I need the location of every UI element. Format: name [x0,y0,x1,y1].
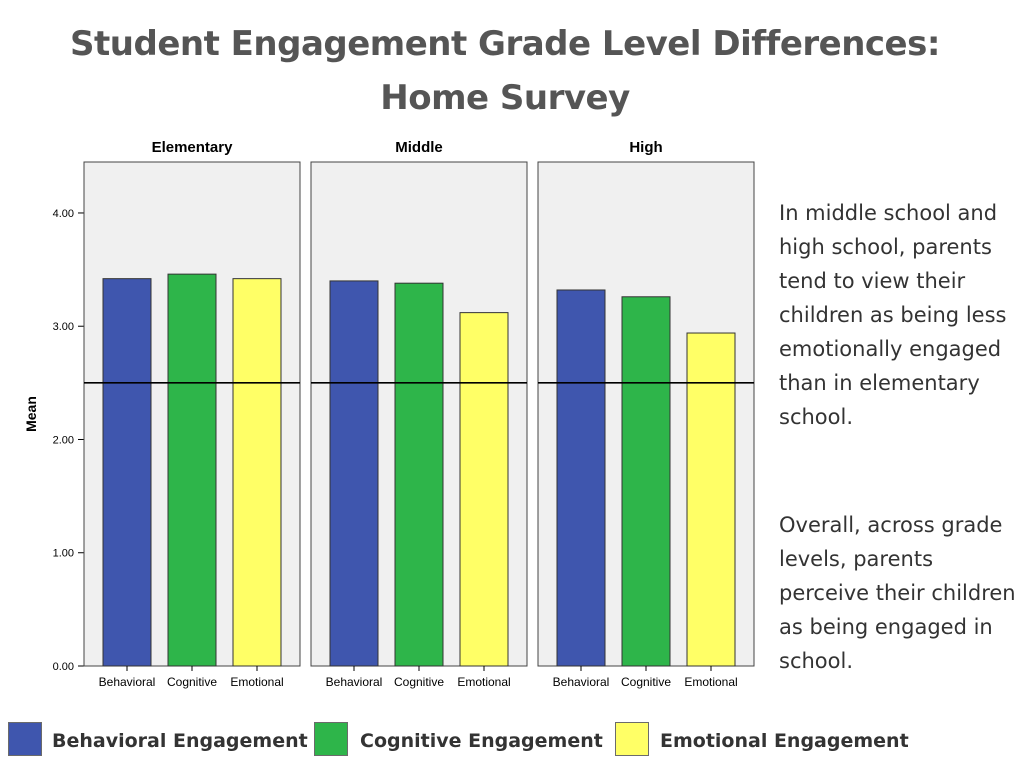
bar-middle-cognitive [394,282,444,667]
x-label-elementary-emotional: Emotional [230,675,283,689]
bar-middle-behavioral [329,280,379,667]
y-tick-label-2: 2.00 [53,434,74,446]
grade-level-bar-chart: 0.00 1.00 2.00 3.00 4.00 Mean Elementary Behavi… [23,139,755,689]
panel-title-high: High [629,139,662,156]
legend-label-behavioral: Behavioral Engagement [52,730,308,752]
y-axis-label: Mean [23,396,39,432]
bar-high-emotional [686,332,736,667]
slide-title-line1: Student Engagement Grade Level Differenc… [70,24,940,64]
bar-elementary-cognitive [167,273,217,667]
x-label-middle-behavioral: Behavioral [326,675,383,689]
slide-title-line2: Home Survey [380,78,630,118]
x-label-elementary-behavioral: Behavioral [99,675,156,689]
legend-label-cognitive: Cognitive Engagement [360,730,603,752]
legend-swatch-cognitive [314,722,348,756]
legend-swatch-emotional [615,722,649,756]
y-tick-label-3: 3.00 [53,321,74,333]
bar-elementary-emotional [232,278,282,667]
x-label-high-behavioral: Behavioral [553,675,610,689]
x-label-middle-emotional: Emotional [457,675,510,689]
panel-title-elementary: Elementary [152,139,234,156]
note-overall-engagement: Overall, across grade levels, parents pe… [779,513,1016,673]
note-emotional-engagement: In middle school and high school, parent… [779,201,1007,429]
y-tick-label-1: 1.00 [53,548,74,560]
x-label-middle-cognitive: Cognitive [394,675,444,689]
bar-middle-emotional [459,312,509,667]
bar-high-cognitive [621,296,671,667]
panel-title-middle: Middle [395,139,443,156]
y-tick-label-4: 4.00 [53,208,74,220]
legend-swatch-behavioral [8,722,42,756]
x-label-elementary-cognitive: Cognitive [167,675,217,689]
x-label-high-cognitive: Cognitive [621,675,671,689]
bar-elementary-behavioral [102,278,152,667]
legend-label-emotional: Emotional Engagement [660,730,909,752]
y-tick-label-0: 0.00 [53,661,74,673]
x-label-high-emotional: Emotional [684,675,737,689]
bar-high-behavioral [556,289,606,667]
